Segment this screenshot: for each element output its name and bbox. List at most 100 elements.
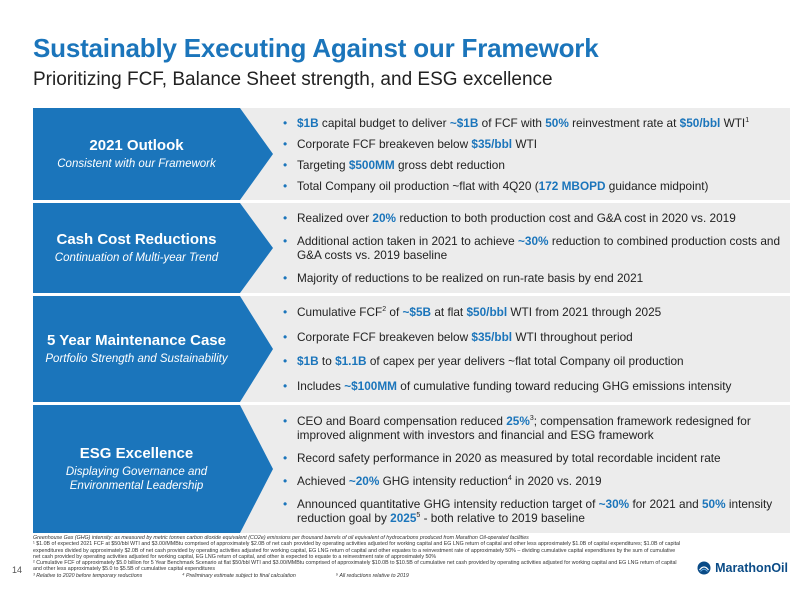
footnote-3: ³ Relative to 2020 before temporary redu…	[33, 572, 143, 579]
highlight-text: 20%	[372, 211, 397, 226]
footnote-ref: 1	[745, 116, 750, 124]
bullet-text: Achieved	[297, 473, 349, 488]
bullet-item: Includes ~$100MM of cumulative funding t…	[283, 379, 784, 393]
highlight-text: ~$5B	[402, 305, 432, 320]
bullet-text: of	[386, 305, 403, 320]
page-title: Sustainably Executing Against our Framew…	[33, 33, 599, 63]
highlight-text: 172 MBOPD	[538, 178, 606, 193]
highlight-text: ~$1B	[449, 115, 479, 130]
section-title: ESG Excellence	[79, 445, 194, 462]
footnote-5: ⁵ All reductions relative to 2019	[335, 572, 409, 579]
highlight-text: $1B	[297, 354, 319, 369]
bullet-text: WTI	[512, 136, 537, 151]
footnote-ref: 4	[507, 474, 512, 482]
footnote-ghg: Greenhouse Gas (GHG) intensity: as measu…	[33, 535, 529, 541]
bullet-text: Additional action taken in 2021 to achie…	[297, 233, 519, 248]
section-5-year-maintenance-case: 5 Year Maintenance Case Portfolio Streng…	[33, 296, 790, 402]
section-chevron	[33, 405, 273, 533]
bullet-item: CEO and Board compensation reduced 25%3;…	[283, 414, 784, 442]
bullet-text: gross debt reduction	[394, 157, 505, 172]
highlight-text: $500MM	[348, 157, 395, 172]
bullet-text: of FCF with	[478, 115, 546, 130]
section-2021-outlook: 2021 Outlook Consistent with our Framewo…	[33, 108, 790, 200]
highlight-text: ~20%	[348, 473, 380, 488]
bullet-item: Announced quantitative GHG intensity red…	[283, 497, 784, 525]
bullet-text: at flat	[431, 305, 467, 320]
bullet-item: Targeting $500MM gross debt reduction	[283, 158, 784, 172]
footnote-1: ¹ $1.0B of expected 2021 FCF at $50/bbl …	[33, 541, 681, 560]
bullet-text: Cumulative FCF	[297, 305, 383, 320]
bullet-text: for 2021 and	[629, 496, 702, 511]
bullet-list: Realized over 20% reduction to both prod…	[283, 203, 784, 293]
section-chevron	[33, 296, 273, 402]
bullet-text: reinvestment rate at	[568, 115, 680, 130]
bullet-text: WTI from 2021 through 2025	[507, 305, 662, 320]
section-title: 2021 Outlook	[89, 137, 184, 154]
highlight-text: 25%	[506, 413, 530, 428]
page-subtitle: Prioritizing FCF, Balance Sheet strength…	[33, 69, 553, 90]
highlight-text: $35/bbl	[471, 329, 513, 344]
bullet-text: Record safety performance in 2020 as mea…	[297, 450, 721, 465]
highlight-text: 50%	[701, 496, 726, 511]
highlight-text: ~$100MM	[344, 378, 398, 393]
highlight-text: ~30%	[598, 496, 630, 511]
footnote-4: ⁴ Preliminary estimate subject to final …	[182, 572, 296, 579]
section-subtitle: Continuation of Multi-year Trend	[54, 252, 219, 264]
highlight-text: $1.1B	[335, 354, 367, 369]
highlight-text: ~30%	[518, 233, 549, 248]
section-cash-cost-reductions: Cash Cost Reductions Continuation of Mul…	[33, 203, 790, 293]
bullet-text: - both relative to 2019 baseline	[420, 510, 585, 525]
marathon-oil-logo-icon	[697, 561, 711, 575]
footnote-ref: 5	[416, 511, 421, 519]
bullet-text: of cumulative funding toward reducing GH…	[397, 378, 732, 393]
bullet-list: $1B capital budget to deliver ~$1B of FC…	[283, 108, 784, 200]
bullet-item: Additional action taken in 2021 to achie…	[283, 234, 784, 262]
bullet-item: Record safety performance in 2020 as mea…	[283, 451, 784, 465]
bullet-text: guidance midpoint)	[605, 178, 709, 193]
logo-text: MarathonOil	[715, 561, 788, 575]
footnote-ref: 3	[529, 414, 534, 422]
company-logo: MarathonOil	[697, 561, 788, 575]
section-chevron	[33, 108, 273, 200]
bullet-list: Cumulative FCF2 of ~$5B at flat $50/bbl …	[283, 296, 784, 402]
bullet-item: Realized over 20% reduction to both prod…	[283, 211, 784, 225]
section-subtitle: Displaying Governance and Environmental …	[65, 466, 208, 492]
highlight-text: $50/bbl	[466, 305, 508, 320]
bullet-text: GHG intensity reduction	[379, 473, 508, 488]
bullet-text: Majority of reductions to be realized on…	[297, 270, 644, 285]
bullet-text: ; compensation framework redesigned for …	[297, 413, 751, 442]
footnote-ref: 2	[382, 306, 387, 314]
bullet-item: Total Company oil production ~flat with …	[283, 179, 784, 193]
bullet-text: in 2020 vs. 2019	[511, 473, 602, 488]
section-title: 5 Year Maintenance Case	[47, 332, 226, 349]
page-number: 14	[12, 565, 23, 575]
section-chevron	[33, 203, 273, 293]
bullet-text: Announced quantitative GHG intensity red…	[297, 496, 599, 511]
highlight-text: 2025	[390, 510, 417, 525]
bullet-text: to	[318, 354, 336, 369]
highlight-text: 50%	[545, 115, 569, 130]
section-subtitle: Portfolio Strength and Sustainability	[45, 353, 228, 365]
bullet-text: Total Company oil production ~flat with …	[297, 178, 539, 193]
bullet-text: capital budget to deliver	[318, 115, 450, 130]
bullet-item: Majority of reductions to be realized on…	[283, 271, 784, 285]
bullet-text: Includes	[297, 378, 345, 393]
highlight-text: $50/bbl	[679, 115, 721, 130]
bullet-text: WTI throughout period	[512, 329, 633, 344]
bullet-item: Corporate FCF breakeven below $35/bbl WT…	[283, 137, 784, 151]
footnotes: Greenhouse Gas (GHG) intensity: as measu…	[33, 535, 683, 579]
bullet-item: $1B to $1.1B of capex per year delivers …	[283, 354, 784, 368]
section-title: Cash Cost Reductions	[56, 231, 217, 248]
bullet-text: Corporate FCF breakeven below	[297, 136, 472, 151]
bullet-item: Cumulative FCF2 of ~$5B at flat $50/bbl …	[283, 305, 784, 319]
footnote-2: ² Cumulative FCF of approximately $5.0 b…	[33, 560, 677, 573]
highlight-text: $1B	[297, 115, 319, 130]
highlight-text: $35/bbl	[471, 136, 513, 151]
bullet-item: Corporate FCF breakeven below $35/bbl WT…	[283, 330, 784, 344]
bullet-item: Achieved ~20% GHG intensity reduction4 i…	[283, 474, 784, 488]
bullet-text: intensity reduction goal by	[297, 496, 773, 525]
bullet-text: Targeting	[297, 157, 349, 172]
bullet-text: Corporate FCF breakeven below	[297, 329, 472, 344]
section-subtitle: Consistent with our Framework	[57, 158, 216, 170]
bullet-list: CEO and Board compensation reduced 25%3;…	[283, 405, 784, 533]
